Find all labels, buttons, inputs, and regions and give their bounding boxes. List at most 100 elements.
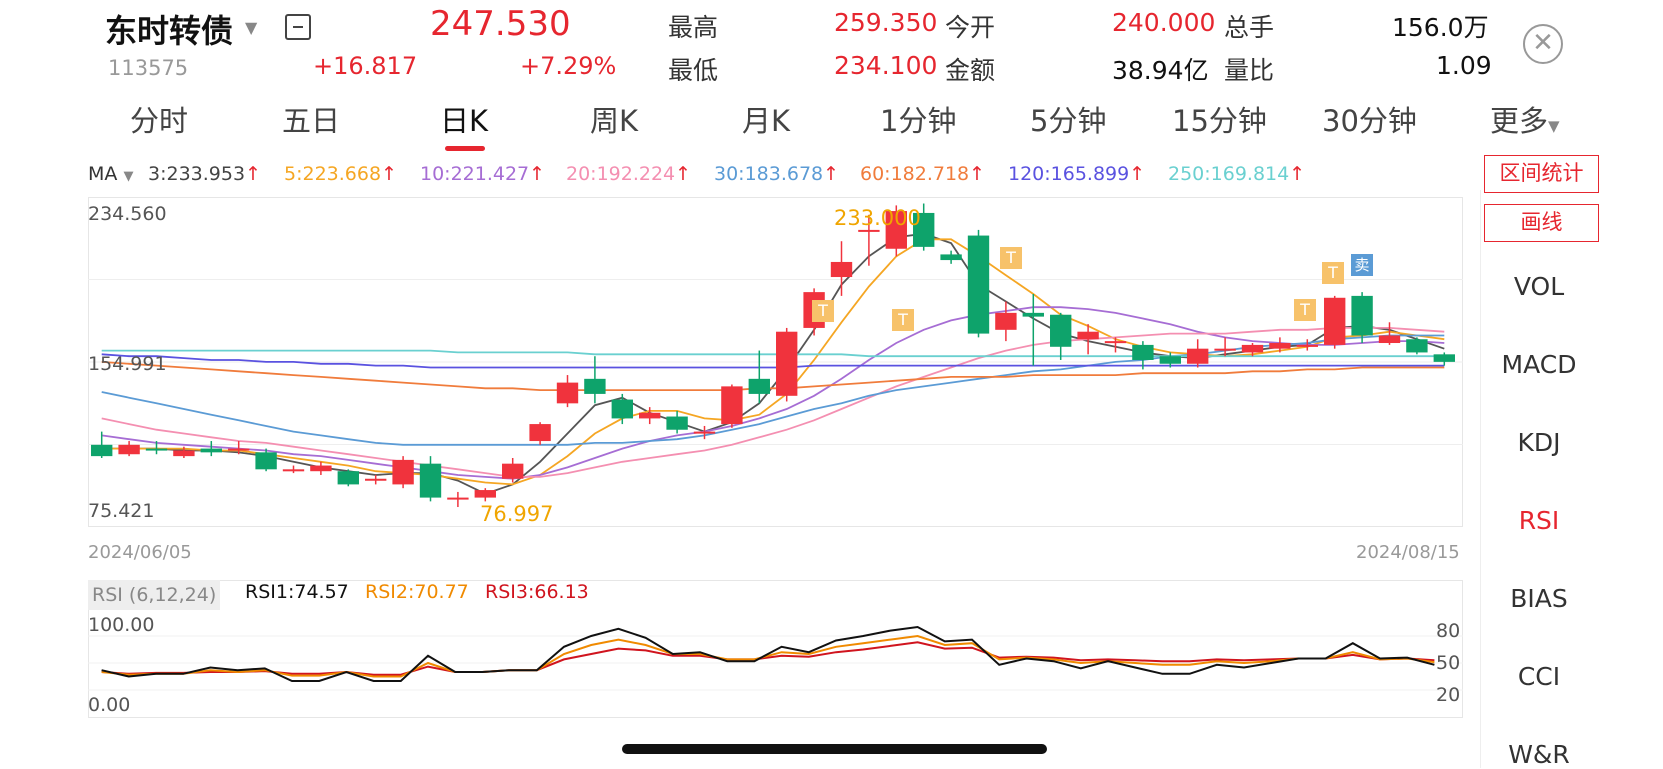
tab-1min[interactable]: 1分钟 [880, 104, 957, 138]
stat-label-amount: 金额 [945, 56, 996, 85]
tab-daily-k[interactable]: 日K [440, 104, 489, 138]
stat-value-low: 234.100 [834, 51, 938, 80]
home-indicator [622, 744, 1047, 754]
ma-value-3-text: 3:233.953 [148, 163, 246, 185]
candle-body [228, 448, 250, 451]
candle-body [995, 312, 1017, 330]
candle-body [173, 450, 195, 457]
candle-body [1324, 297, 1346, 345]
candle-body [1132, 344, 1154, 360]
tab-more[interactable]: 更多▼ [1490, 98, 1560, 140]
stat-value-volume-ratio: 1.09 [1436, 51, 1492, 80]
ma-value-10-text: 10:221.427 [420, 163, 530, 185]
candle-body [666, 416, 688, 430]
candle-body [118, 444, 140, 455]
low-annotation: 76.997 [480, 502, 554, 526]
tab-30min[interactable]: 30分钟 [1322, 104, 1417, 138]
candle-body [776, 331, 798, 396]
bond-code: 113575 [108, 56, 189, 80]
high-annotation: 233.000 [834, 206, 921, 230]
arrow-up-icon: ↑ [1289, 163, 1306, 185]
ma-dropdown-icon: ▼ [123, 169, 134, 184]
collapse-icon[interactable] [285, 14, 311, 40]
candle-body [1187, 348, 1209, 364]
close-icon[interactable]: ✕ [1523, 24, 1563, 64]
arrow-up-icon: ↑ [381, 163, 397, 185]
arrow-up-icon: ↑ [1129, 163, 1146, 185]
price-change-pct: +7.29% [520, 52, 617, 80]
t-marker[interactable]: T [1000, 247, 1022, 269]
t-marker[interactable]: T [892, 309, 914, 331]
tab-monthly-k[interactable]: 月K [742, 104, 791, 138]
ma-value-3: 3:233.953↑ [148, 163, 261, 185]
indicator-macd[interactable]: MACD [1501, 350, 1577, 379]
tab-more-label: 更多 [1490, 104, 1549, 138]
name-dropdown-icon[interactable]: ▼ [245, 18, 258, 37]
candle-body [1406, 339, 1428, 353]
candle-body [1077, 331, 1099, 340]
ma-line-ma120 [101, 353, 1445, 369]
candle-body [584, 378, 606, 394]
candle-body [858, 229, 880, 232]
arrow-up-icon: ↑ [823, 163, 840, 185]
candle-body [721, 386, 743, 425]
ma-line-ma60 [101, 361, 1445, 392]
ma-value-60: 60:182.718↑ [860, 163, 985, 185]
candle-body [885, 211, 907, 249]
stat-value-volume: 156.0万 [1392, 13, 1489, 42]
draw-line-button[interactable]: 画线 [1484, 204, 1599, 242]
ma-selector[interactable]: MA ▼ [88, 163, 133, 185]
indicator-wr[interactable]: W&R [1508, 740, 1570, 769]
ma-value-250: 250:169.814↑ [1168, 163, 1305, 185]
candle-body [145, 448, 168, 451]
rsi-right-label-20: 20 [1436, 684, 1461, 706]
tab-intraday[interactable]: 分时 [130, 104, 189, 138]
candle-body [1050, 314, 1072, 347]
rsi3-value: RSI3:66.13 [485, 581, 589, 603]
t-marker[interactable]: T [812, 300, 834, 322]
candle-body [1241, 344, 1264, 353]
y-axis-top-label: 234.560 [88, 203, 167, 225]
candle-body [830, 261, 853, 278]
ma-value-30-text: 30:183.678 [714, 163, 824, 185]
bond-name[interactable]: 东时转债 [105, 12, 234, 50]
rsi-line-rsi2 [101, 634, 1435, 678]
indicator-rsi[interactable]: RSI [1518, 506, 1560, 535]
rsi-top-label: 100.00 [88, 614, 155, 636]
candle-body [748, 378, 770, 394]
candle-body [337, 471, 359, 485]
ma-value-5-text: 5:223.668 [284, 163, 382, 185]
tab-weekly-k[interactable]: 周K [590, 104, 639, 138]
t-marker[interactable]: T [1322, 262, 1344, 284]
indicator-kdj[interactable]: KDJ [1517, 428, 1561, 457]
tab-5min[interactable]: 5分钟 [1030, 104, 1107, 138]
stat-value-high: 259.350 [834, 8, 938, 37]
ma-label: MA [88, 163, 118, 185]
date-start: 2024/06/05 [88, 542, 192, 563]
range-stats-button[interactable]: 区间统计 [1484, 155, 1599, 193]
tab-five-day[interactable]: 五日 [282, 104, 341, 138]
rsi-right-label-80: 80 [1436, 620, 1461, 642]
date-end: 2024/08/15 [1356, 542, 1460, 563]
ma-line-ma10 [101, 306, 1445, 480]
t-marker[interactable]: T [1294, 299, 1316, 321]
arrow-up-icon: ↑ [969, 163, 986, 185]
tab-15min[interactable]: 15分钟 [1172, 104, 1267, 138]
ma-value-120: 120:165.899↑ [1008, 163, 1145, 185]
y-axis-bottom-label: 75.421 [88, 500, 155, 522]
candle-body [1378, 335, 1401, 344]
candle-body [967, 235, 990, 334]
indicator-vol[interactable]: VOL [1513, 272, 1565, 301]
indicator-cci[interactable]: CCI [1517, 662, 1561, 691]
candle-body [1269, 343, 1291, 349]
rsi-chart[interactable] [88, 580, 1463, 718]
candle-body [282, 469, 305, 472]
rsi-title[interactable]: RSI (6,12,24) [88, 580, 220, 610]
ma-line-ma20 [101, 326, 1445, 478]
sell-marker[interactable]: 卖 [1351, 254, 1373, 276]
indicator-bias[interactable]: BIAS [1510, 584, 1568, 613]
candle-body [392, 459, 414, 485]
candle-body [474, 490, 496, 498]
stat-label-open: 今开 [945, 13, 996, 42]
